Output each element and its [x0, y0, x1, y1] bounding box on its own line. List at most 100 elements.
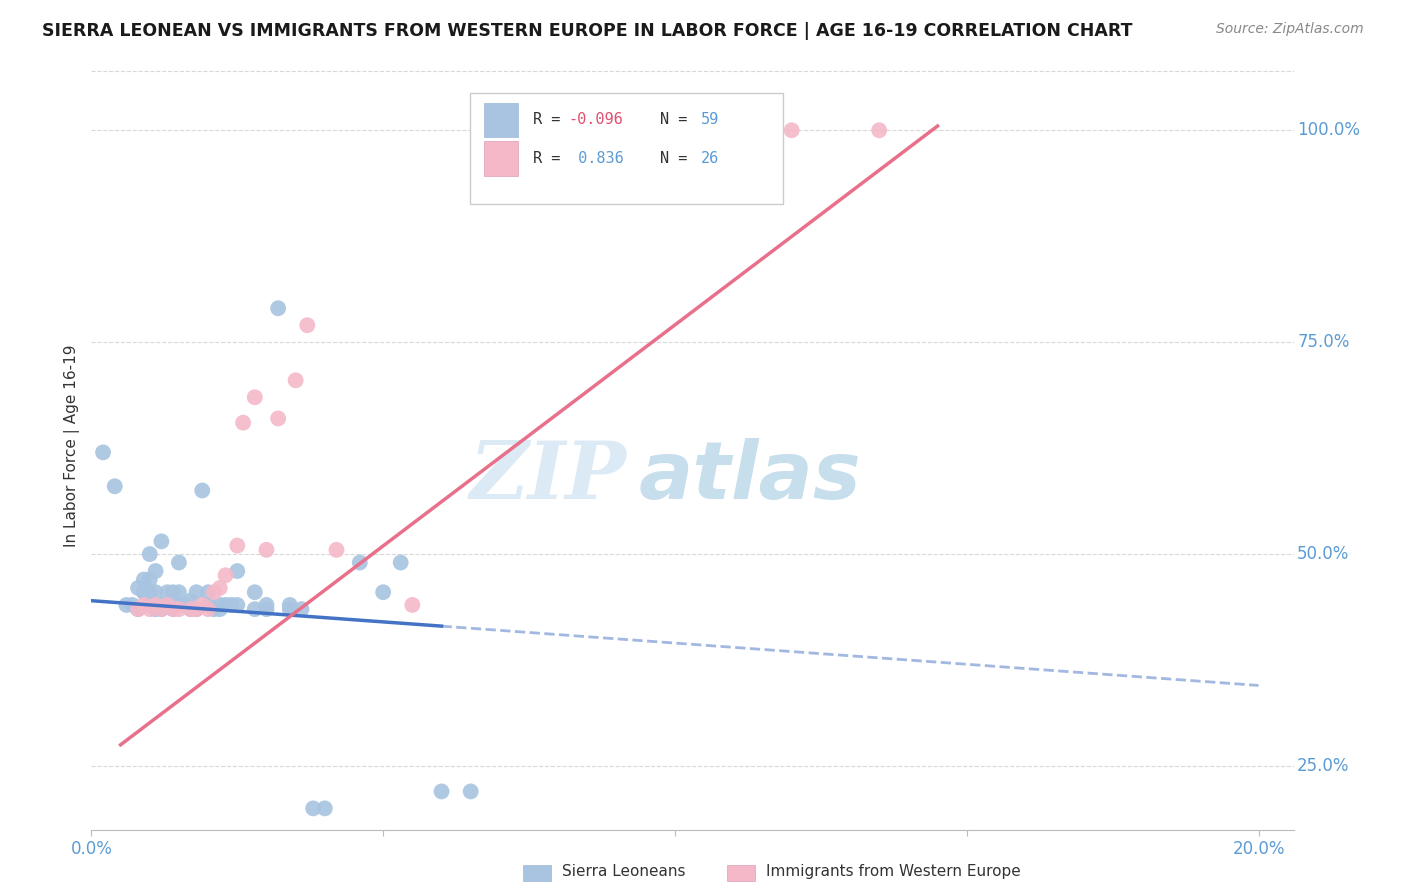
Point — [156, 598, 179, 612]
Point — [208, 598, 231, 612]
Point — [208, 581, 231, 595]
Point — [256, 542, 278, 557]
Point — [167, 585, 190, 599]
Point — [214, 598, 236, 612]
Point — [243, 602, 266, 616]
Text: R =: R = — [533, 112, 569, 128]
Point — [256, 598, 278, 612]
Point — [314, 801, 336, 815]
Text: 100.0%: 100.0% — [1298, 121, 1360, 139]
Point — [208, 602, 231, 616]
FancyBboxPatch shape — [470, 93, 783, 204]
Point — [186, 602, 208, 616]
Point — [186, 602, 208, 616]
Point — [132, 598, 155, 612]
Point — [780, 123, 803, 137]
Text: R =: R = — [533, 151, 569, 166]
Point — [256, 602, 278, 616]
Point — [401, 598, 423, 612]
Point — [156, 598, 179, 612]
Point — [278, 598, 301, 612]
Point — [214, 568, 236, 582]
Point — [267, 301, 290, 316]
Point — [180, 593, 202, 607]
Point — [197, 602, 219, 616]
Text: -0.096: -0.096 — [568, 112, 623, 128]
FancyBboxPatch shape — [485, 141, 519, 176]
Text: N =: N = — [659, 112, 696, 128]
Point — [127, 602, 149, 616]
Point — [302, 801, 325, 815]
Point — [191, 598, 214, 612]
Point — [389, 556, 412, 570]
Point — [197, 585, 219, 599]
Point — [139, 602, 162, 616]
Point — [226, 564, 249, 578]
Point — [243, 390, 266, 404]
Text: ZIP: ZIP — [470, 438, 626, 516]
Point — [167, 556, 190, 570]
Point — [278, 602, 301, 616]
Point — [349, 556, 371, 570]
Y-axis label: In Labor Force | Age 16-19: In Labor Force | Age 16-19 — [65, 344, 80, 548]
Point — [139, 547, 162, 561]
Point — [191, 483, 214, 498]
Point — [373, 585, 395, 599]
Point — [91, 445, 114, 459]
Point — [297, 318, 319, 333]
Point — [202, 602, 225, 616]
Point — [167, 602, 190, 616]
Point — [290, 602, 312, 616]
Point — [284, 373, 307, 387]
Point — [460, 784, 482, 798]
Point — [145, 598, 167, 612]
Text: Sierra Leoneans: Sierra Leoneans — [562, 864, 686, 879]
Point — [232, 416, 254, 430]
Point — [156, 585, 179, 599]
Point — [132, 573, 155, 587]
Point — [150, 534, 173, 549]
Point — [139, 598, 162, 612]
Text: 0.836: 0.836 — [568, 151, 623, 166]
Point — [243, 585, 266, 599]
Text: SIERRA LEONEAN VS IMMIGRANTS FROM WESTERN EUROPE IN LABOR FORCE | AGE 16-19 CORR: SIERRA LEONEAN VS IMMIGRANTS FROM WESTER… — [42, 22, 1133, 40]
Point — [150, 598, 173, 612]
Text: 75.0%: 75.0% — [1298, 334, 1350, 351]
Point — [145, 585, 167, 599]
Point — [202, 585, 225, 599]
Point — [868, 123, 890, 137]
Point — [127, 581, 149, 595]
Point — [162, 602, 184, 616]
Point — [132, 585, 155, 599]
Text: Immigrants from Western Europe: Immigrants from Western Europe — [766, 864, 1021, 879]
Point — [226, 598, 249, 612]
Point — [186, 585, 208, 599]
Point — [325, 542, 347, 557]
Point — [127, 602, 149, 616]
Text: 50.0%: 50.0% — [1298, 545, 1350, 563]
Point — [430, 784, 453, 798]
Point — [173, 598, 195, 612]
Point — [145, 602, 167, 616]
Point — [226, 539, 249, 553]
Text: 26: 26 — [700, 151, 718, 166]
Point — [180, 602, 202, 616]
Point — [267, 411, 290, 425]
Point — [180, 602, 202, 616]
Point — [156, 598, 179, 612]
Point — [139, 573, 162, 587]
Point — [162, 602, 184, 616]
Point — [139, 585, 162, 599]
Point — [173, 598, 195, 612]
FancyBboxPatch shape — [485, 103, 519, 137]
Point — [132, 585, 155, 599]
Text: 25.0%: 25.0% — [1298, 757, 1350, 775]
Point — [150, 602, 173, 616]
Point — [104, 479, 127, 493]
Point — [162, 585, 184, 599]
Point — [150, 602, 173, 616]
Point — [121, 598, 143, 612]
Point — [197, 598, 219, 612]
Point — [167, 598, 190, 612]
Point — [221, 598, 243, 612]
